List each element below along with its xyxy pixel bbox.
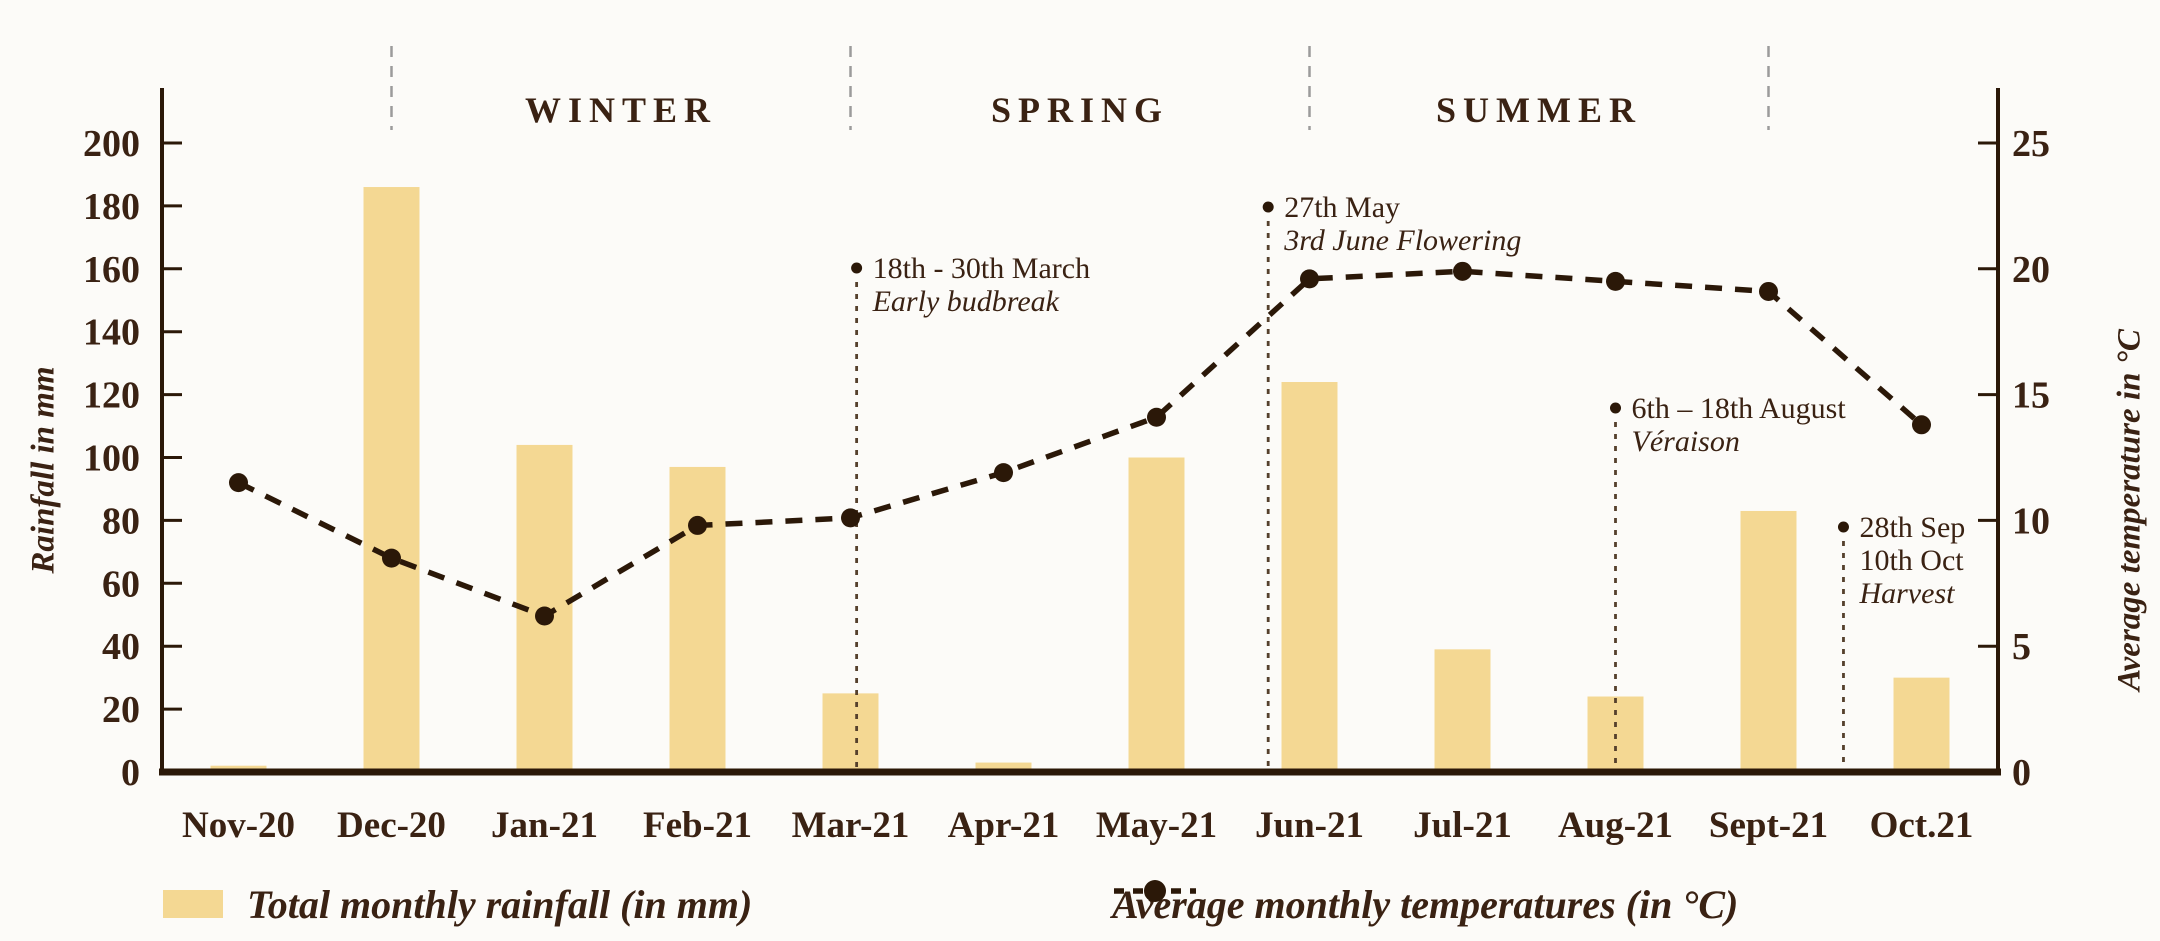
month-label-sept-21: Sept-21 bbox=[1709, 805, 1828, 846]
left-tick-label-140: 140 bbox=[83, 312, 140, 354]
left-tick-label-0: 0 bbox=[121, 752, 140, 794]
right-tick-label-15: 15 bbox=[2012, 375, 2050, 417]
temperature-point-dec-20 bbox=[382, 548, 401, 568]
temperature-point-mar-21 bbox=[841, 508, 860, 528]
month-label-mar-21: Mar-21 bbox=[792, 805, 910, 846]
legend-item-temperature: Average monthly temperatures (in °C) bbox=[1112, 876, 1738, 932]
left-tick-label-100: 100 bbox=[83, 438, 140, 480]
bar-oct-21 bbox=[1893, 677, 1950, 774]
left-tick-label-160: 160 bbox=[83, 249, 140, 291]
legend: Total monthly rainfall (in mm) Average m… bbox=[0, 876, 2160, 936]
season-label-summer: SUMMER bbox=[1436, 90, 1642, 130]
temperature-line-icon bbox=[1114, 880, 1196, 902]
bar-may-21 bbox=[1128, 457, 1185, 774]
temperature-point-may-21 bbox=[1147, 407, 1166, 427]
annotation-2-line-0: 6th – 18th August bbox=[1632, 392, 1847, 425]
annotation-3-line-1: 10th Oct bbox=[1859, 544, 1964, 577]
left-tick-label-180: 180 bbox=[83, 186, 140, 228]
bar-feb-21 bbox=[669, 466, 726, 774]
annotation-3-line-0: 28th Sep bbox=[1859, 511, 1965, 544]
temperature-point-jun-21 bbox=[1300, 269, 1319, 289]
month-label-aug-21: Aug-21 bbox=[1558, 805, 1673, 846]
bar-dec-20 bbox=[363, 187, 420, 774]
temperature-point-jul-21 bbox=[1453, 261, 1472, 281]
right-tick-label-25: 25 bbox=[2012, 123, 2050, 165]
bar-jun-21 bbox=[1281, 382, 1338, 774]
annotation-1-line-0: 27th May bbox=[1284, 191, 1400, 224]
month-label-may-21: May-21 bbox=[1096, 805, 1217, 846]
annotation-bullet-icon-0 bbox=[851, 262, 863, 274]
month-label-oct-21: Oct.21 bbox=[1870, 805, 1974, 846]
left-tick-label-120: 120 bbox=[83, 375, 140, 417]
right-axis-title: Average temperature in °C bbox=[2111, 329, 2148, 691]
month-label-dec-20: Dec-20 bbox=[337, 805, 446, 846]
temperature-point-jan-21 bbox=[535, 606, 554, 626]
legend-rainfall-label: Total monthly rainfall (in mm) bbox=[247, 881, 753, 927]
right-tick-label-0: 0 bbox=[2012, 752, 2031, 794]
temperature-line bbox=[237, 268, 1924, 620]
annotation-bullet-icon-2 bbox=[1610, 402, 1621, 414]
annotation-3-line-2: Harvest bbox=[1858, 577, 1955, 610]
left-tick-label-60: 60 bbox=[102, 563, 140, 605]
annotation-bullet-icon-3 bbox=[1837, 521, 1849, 533]
right-tick-label-10: 10 bbox=[2012, 500, 2050, 542]
right-tick-label-5: 5 bbox=[2012, 626, 2031, 668]
season-label-spring: SPRING bbox=[991, 90, 1169, 130]
annotation-bullet-icon-1 bbox=[1262, 201, 1274, 213]
annotation-1-line-1: 3rd June Flowering bbox=[1283, 224, 1521, 257]
month-label-jul-21: Jul-21 bbox=[1413, 805, 1512, 846]
season-label-winter: WINTER bbox=[525, 90, 717, 130]
month-label-jan-21: Jan-21 bbox=[491, 805, 598, 846]
legend-temperature-label: Average monthly temperatures (in °C) bbox=[1112, 881, 1739, 927]
bar-jul-21 bbox=[1434, 649, 1491, 774]
left-tick-label-20: 20 bbox=[102, 689, 140, 731]
rainfall-swatch-icon bbox=[163, 890, 223, 918]
annotation-2-line-1: Véraison bbox=[1632, 425, 1740, 458]
left-tick-label-80: 80 bbox=[102, 500, 140, 542]
temperature-point-feb-21 bbox=[688, 515, 707, 535]
temperature-point-sept-21 bbox=[1759, 281, 1778, 301]
temperature-point-aug-21 bbox=[1606, 271, 1625, 291]
bar-apr-21 bbox=[975, 762, 1032, 774]
month-label-jun-21: Jun-21 bbox=[1255, 805, 1364, 846]
annotation-0-line-1: Early budbreak bbox=[872, 285, 1060, 318]
month-label-apr-21: Apr-21 bbox=[948, 805, 1060, 846]
left-tick-label-200: 200 bbox=[83, 123, 140, 165]
legend-item-rainfall: Total monthly rainfall (in mm) bbox=[163, 876, 752, 932]
bar-sept-21 bbox=[1740, 510, 1797, 774]
temperature-point-apr-21 bbox=[994, 463, 1013, 483]
annotation-0-line-0: 18th - 30th March bbox=[873, 252, 1090, 285]
bar-mar-21 bbox=[822, 693, 879, 774]
month-label-nov-20: Nov-20 bbox=[182, 805, 295, 846]
left-axis-title: Rainfall in mm bbox=[25, 366, 62, 574]
right-tick-label-20: 20 bbox=[2012, 249, 2050, 291]
left-tick-label-40: 40 bbox=[102, 626, 140, 668]
temperature-point-nov-20 bbox=[229, 473, 248, 493]
temperature-point-oct-21 bbox=[1912, 415, 1931, 435]
month-label-feb-21: Feb-21 bbox=[643, 805, 752, 846]
